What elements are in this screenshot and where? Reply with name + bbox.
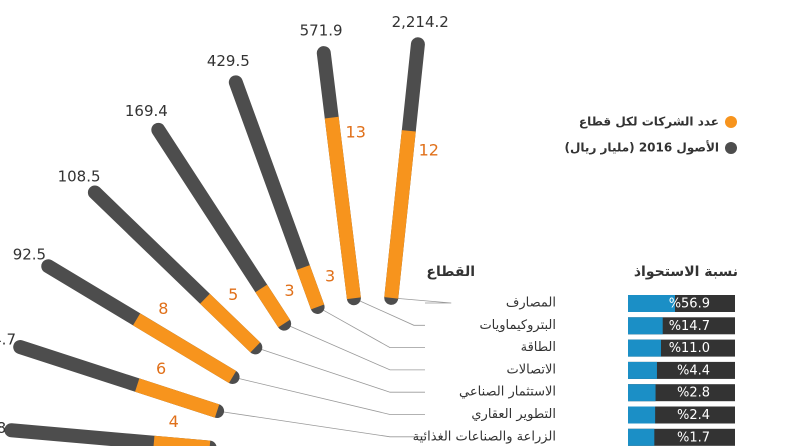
leader-line: [283, 323, 425, 371]
count-label: 3: [325, 266, 335, 285]
asset-label: 64.7: [0, 331, 16, 349]
category-label: التطوير العقاري: [471, 407, 556, 422]
legend-swatch: [725, 142, 737, 154]
share-bar: [628, 317, 663, 335]
category-label: الطاقة: [521, 340, 556, 355]
share-label: %14.7: [669, 319, 710, 334]
leader-line: [353, 297, 425, 326]
count-label: 12: [419, 141, 439, 160]
company-bar: [200, 293, 261, 353]
share-label: %4.4: [677, 363, 710, 378]
company-bar: [296, 265, 325, 310]
share-label: %56.9: [669, 297, 710, 312]
share-bar: [628, 428, 655, 446]
category-label: الاتصالات: [506, 362, 556, 377]
category-label: الاستثمار الصناعي: [459, 385, 556, 400]
leader-line: [391, 297, 452, 304]
count-label: 3: [284, 281, 294, 300]
leader-line: [232, 376, 425, 415]
asset-label: 92.5: [13, 245, 46, 263]
column-title: القطاع: [426, 264, 475, 280]
share-label: %2.4: [677, 408, 710, 423]
share-bar: [628, 339, 661, 357]
count-label: 6: [156, 359, 166, 378]
asset-label: 169.4: [125, 102, 168, 120]
count-label: 5: [228, 285, 238, 304]
count-label: 8: [158, 299, 168, 318]
share-bar: [628, 406, 656, 424]
share-bar: [628, 361, 657, 379]
share-label: %11.0: [669, 341, 710, 356]
category-label: الزراعة والصناعات الغذائية: [413, 429, 556, 444]
asset-label: 429.5: [207, 52, 250, 70]
asset-label: 61.8: [0, 419, 6, 437]
count-label: 13: [346, 122, 366, 141]
company-bar: [153, 435, 211, 446]
company-bar: [324, 116, 361, 300]
company-bar: [255, 284, 291, 328]
asset-label: 108.5: [58, 168, 101, 186]
company-bar: [132, 313, 237, 384]
leader-line: [255, 347, 425, 393]
asset-label: 571.9: [300, 22, 343, 40]
leader-line: [317, 306, 425, 349]
category-label: المصارف: [506, 296, 556, 311]
legend-swatch: [725, 116, 737, 128]
count-label: 4: [169, 412, 179, 431]
asset-label: 2,214.2: [392, 13, 449, 31]
legend-label: الأصول 2016 (مليار ريال): [565, 140, 719, 156]
share-label: %2.8: [677, 386, 710, 401]
share-bar: [628, 384, 656, 402]
leader-line: [217, 410, 425, 438]
company-bar: [384, 130, 416, 299]
share-bg: [628, 428, 735, 446]
share-bar: [628, 295, 675, 312]
column-title: نسبة الاستحواذ: [634, 264, 738, 280]
company-bar: [135, 378, 220, 418]
share-label: %1.7: [677, 430, 710, 445]
legend-label: عدد الشركات لكل قطاع: [579, 115, 719, 129]
category-label: البتروكيماويات: [479, 318, 556, 333]
